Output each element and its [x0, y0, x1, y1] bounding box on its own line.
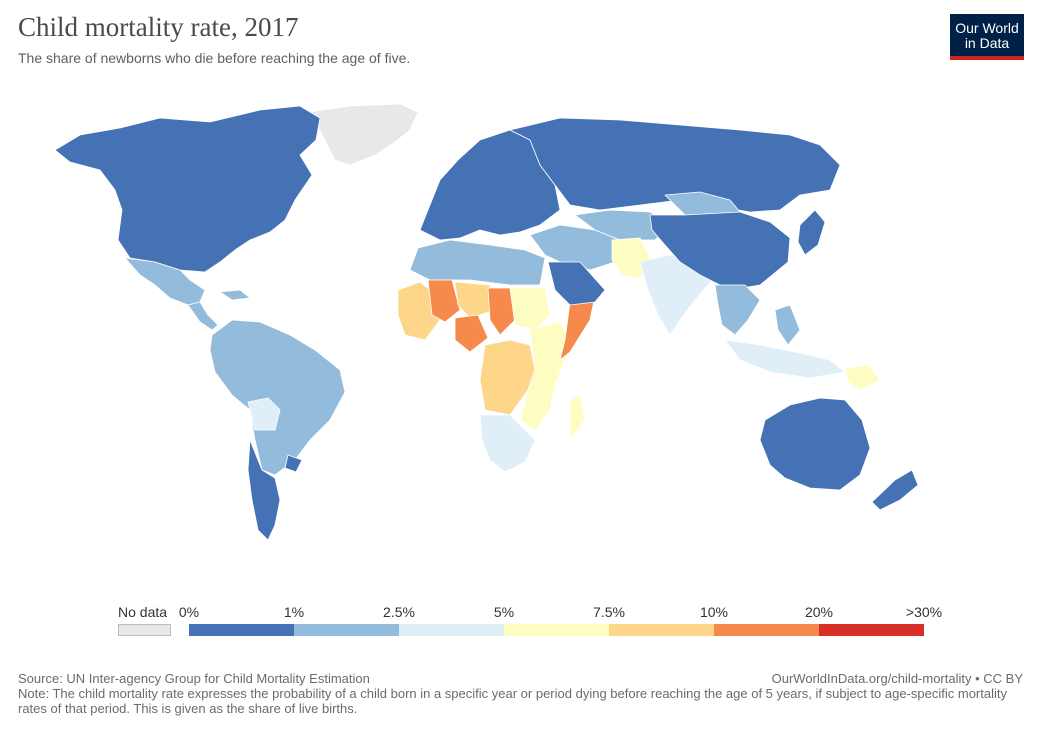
footer: Source: UN Inter-agency Group for Child …: [18, 671, 1023, 716]
region-indonesia[interactable]: [724, 339, 846, 379]
source-url-link[interactable]: OurWorldInData.org/child-mortality • CC …: [771, 671, 1023, 686]
region-southeast-asia[interactable]: [774, 304, 801, 346]
region-saudi-arabia[interactable]: [547, 261, 606, 306]
legend-tick-label: 0%: [178, 604, 200, 620]
owid-logo[interactable]: Our World in Data: [950, 14, 1024, 60]
region-pakistan-afghanistan[interactable]: [611, 237, 651, 279]
legend-tick-label: 7.5%: [593, 604, 625, 620]
world-map: [54, 103, 919, 541]
legend-tick-label: 5%: [493, 604, 515, 620]
region-greenland[interactable]: [309, 103, 419, 166]
region-papua-new-guinea[interactable]: [844, 364, 881, 391]
region-nigeria-chad[interactable]: [454, 314, 489, 353]
legend-bin[interactable]: [294, 624, 399, 636]
map-legend: No data 0% 1% 2.5% 5% 7.5% 10% 20% >30%: [0, 600, 1043, 640]
region-southeast-asia[interactable]: [714, 284, 761, 336]
legend-tick-label: 20%: [804, 604, 834, 620]
note-text: Note: The child mortality rate expresses…: [18, 686, 1007, 716]
legend-bin[interactable]: [189, 624, 294, 636]
legend-tick-label: >30%: [905, 604, 943, 620]
region-mali-niger[interactable]: [427, 279, 461, 323]
region-central-america[interactable]: [187, 301, 219, 331]
legend-bin[interactable]: [819, 624, 924, 636]
region-chile-argentina-south[interactable]: [247, 439, 281, 541]
region-japan[interactable]: [797, 209, 826, 256]
region-north-america[interactable]: [54, 105, 321, 273]
region-new-zealand[interactable]: [871, 469, 919, 511]
chart-subtitle: The share of newborns who die before rea…: [18, 50, 411, 66]
legend-bin[interactable]: [399, 624, 504, 636]
logo-line-1: Our World: [955, 20, 1019, 36]
legend-tick-label: 2.5%: [383, 604, 415, 620]
region-central-america[interactable]: [219, 289, 251, 301]
region-sudan[interactable]: [509, 287, 551, 331]
chart-title: Child mortality rate, 2017: [18, 12, 299, 42]
legend-no-data-label: No data: [118, 604, 168, 620]
region-somalia[interactable]: [559, 295, 596, 361]
logo-line-2: in Data: [964, 35, 1010, 51]
region-bolivia[interactable]: [247, 397, 281, 431]
legend-no-data-swatch: [118, 624, 171, 636]
region-australia[interactable]: [759, 397, 871, 491]
region-southern-africa[interactable]: [479, 414, 536, 473]
region-russia[interactable]: [509, 117, 841, 213]
legend-bin[interactable]: [609, 624, 714, 636]
legend-tick-label: 1%: [283, 604, 305, 620]
legend-bin[interactable]: [504, 624, 609, 636]
region-south-america[interactable]: [209, 319, 346, 476]
legend-bin[interactable]: [714, 624, 819, 636]
legend-tick-label: 10%: [699, 604, 729, 620]
region-china[interactable]: [649, 211, 791, 291]
region-nigeria-chad[interactable]: [487, 287, 516, 336]
source-text: Source: UN Inter-agency Group for Child …: [18, 671, 370, 686]
region-chile-argentina-south[interactable]: [284, 454, 303, 473]
region-east-africa[interactable]: [569, 394, 586, 441]
region-sahel-west[interactable]: [454, 281, 496, 319]
region-north-africa[interactable]: [409, 239, 546, 286]
